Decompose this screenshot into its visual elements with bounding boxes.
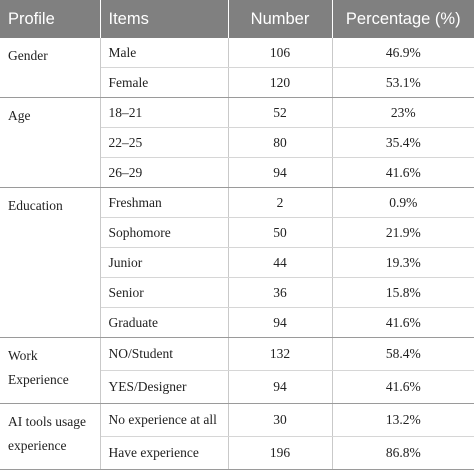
- number-cell: 94: [228, 157, 333, 188]
- number-cell: 94: [228, 370, 333, 404]
- profile-cell-work-experience: Work Experience: [0, 337, 101, 404]
- number-cell: 94: [228, 307, 333, 338]
- item-cell: No experience at all: [100, 403, 229, 437]
- number-cell: 2: [228, 187, 333, 218]
- number-cell: 106: [228, 38, 333, 68]
- item-cell: 18–21: [100, 97, 229, 128]
- table-row: Work Experience NO/Student 132 58.4%: [0, 337, 474, 404]
- profile-cell-age: Age: [0, 97, 101, 188]
- header-percentage: Percentage (%): [332, 0, 474, 38]
- table-row: Junior 44 19.3%: [0, 247, 474, 278]
- number-cell: 36: [228, 277, 333, 308]
- item-cell: Freshman: [100, 187, 229, 218]
- table-row: AI tools usage experience No experience …: [0, 403, 474, 470]
- table-row: 26–29 94 41.6%: [0, 157, 474, 188]
- number-cell: 30: [228, 403, 333, 437]
- percentage-cell: 35.4%: [332, 127, 474, 158]
- item-cell: Senior: [100, 277, 229, 308]
- table-row: 22–25 80 35.4%: [0, 127, 474, 158]
- number-cell: 196: [228, 436, 333, 470]
- table-row: Sophomore 50 21.9%: [0, 217, 474, 248]
- header-items: Items: [100, 0, 229, 38]
- item-cell: 22–25: [100, 127, 229, 158]
- profile-cell-gender: Gender: [0, 38, 101, 98]
- percentage-cell: 53.1%: [332, 67, 474, 98]
- percentage-cell: 0.9%: [332, 187, 474, 218]
- percentage-cell: 41.6%: [332, 157, 474, 188]
- table-row: Education Freshman 2 0.9%: [0, 187, 474, 338]
- percentage-cell: 15.8%: [332, 277, 474, 308]
- header-number: Number: [228, 0, 333, 38]
- percentage-cell: 19.3%: [332, 247, 474, 278]
- table-row: YES/Designer 94 41.6%: [0, 370, 474, 404]
- table-row: Gender Male 106 46.9%: [0, 38, 474, 98]
- number-cell: 50: [228, 217, 333, 248]
- percentage-cell: 23%: [332, 97, 474, 128]
- profile-cell-education: Education: [0, 187, 101, 338]
- percentage-cell: 21.9%: [332, 217, 474, 248]
- item-cell: Sophomore: [100, 217, 229, 248]
- number-cell: 132: [228, 337, 333, 371]
- table-header: Profile Items Number Percentage (%): [0, 0, 474, 38]
- item-cell: Female: [100, 67, 229, 98]
- item-cell: Male: [100, 38, 229, 68]
- header-row: Profile Items Number Percentage (%): [0, 0, 474, 38]
- number-cell: 44: [228, 247, 333, 278]
- percentage-cell: 86.8%: [332, 436, 474, 470]
- percentage-cell: 58.4%: [332, 337, 474, 371]
- item-cell: Have experience: [100, 436, 229, 470]
- percentage-cell: 41.6%: [332, 307, 474, 338]
- table-row: Graduate 94 41.6%: [0, 307, 474, 338]
- table-row: Senior 36 15.8%: [0, 277, 474, 308]
- item-cell: Junior: [100, 247, 229, 278]
- item-cell: NO/Student: [100, 337, 229, 371]
- percentage-cell: 41.6%: [332, 370, 474, 404]
- number-cell: 120: [228, 67, 333, 98]
- number-cell: 80: [228, 127, 333, 158]
- header-profile: Profile: [0, 0, 101, 38]
- item-cell: Graduate: [100, 307, 229, 338]
- item-cell: YES/Designer: [100, 370, 229, 404]
- number-cell: 52: [228, 97, 333, 128]
- percentage-cell: 46.9%: [332, 38, 474, 68]
- table-row: Age 18–21 52 23%: [0, 97, 474, 188]
- table-body: Gender Male 106 46.9% Female 120 53.1% A…: [0, 38, 474, 470]
- table-row: Female 120 53.1%: [0, 67, 474, 98]
- item-cell: 26–29: [100, 157, 229, 188]
- profile-cell-ai-tools-usage: AI tools usage experience: [0, 403, 101, 470]
- percentage-cell: 13.2%: [332, 403, 474, 437]
